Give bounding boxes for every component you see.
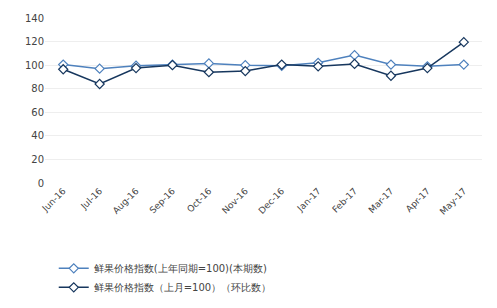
- svg-text:Apr-17: Apr-17: [404, 186, 432, 214]
- svg-text:Dec-16: Dec-16: [257, 186, 287, 216]
- svg-text:100: 100: [25, 60, 44, 71]
- svg-text:140: 140: [25, 13, 44, 24]
- svg-text:Mar-17: Mar-17: [366, 186, 395, 215]
- svg-text:May-17: May-17: [438, 186, 469, 217]
- svg-text:60: 60: [31, 107, 44, 118]
- svg-text:Jun-16: Jun-16: [40, 186, 68, 214]
- svg-text:Nov-16: Nov-16: [220, 186, 250, 216]
- svg-text:Jul-16: Jul-16: [78, 186, 104, 212]
- svg-text:0: 0: [38, 178, 44, 189]
- svg-text:Feb-17: Feb-17: [330, 186, 359, 215]
- svg-text:80: 80: [31, 83, 44, 94]
- svg-text:Aug-16: Aug-16: [111, 186, 141, 216]
- svg-text:120: 120: [25, 36, 44, 47]
- svg-text:Sep-16: Sep-16: [148, 186, 178, 216]
- svg-text:鲜果价格指数(上年同期=100)(本期数): 鲜果价格指数(上年同期=100)(本期数): [94, 263, 267, 274]
- svg-text:40: 40: [31, 130, 44, 141]
- svg-text:Jan-17: Jan-17: [295, 186, 323, 214]
- svg-text:鲜果价格指数（上月=100）（环比数）: 鲜果价格指数（上月=100）（环比数）: [94, 282, 271, 293]
- svg-text:Oct-16: Oct-16: [185, 186, 214, 215]
- svg-text:20: 20: [31, 154, 44, 165]
